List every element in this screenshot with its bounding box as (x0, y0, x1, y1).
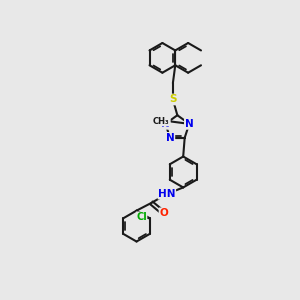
Text: N: N (166, 133, 174, 143)
Text: N: N (161, 119, 170, 129)
Text: HN: HN (158, 189, 175, 199)
Text: CH₃: CH₃ (153, 117, 169, 126)
Text: Cl: Cl (136, 212, 147, 222)
Text: S: S (169, 94, 177, 104)
Text: N: N (185, 119, 194, 129)
Text: O: O (160, 208, 168, 218)
